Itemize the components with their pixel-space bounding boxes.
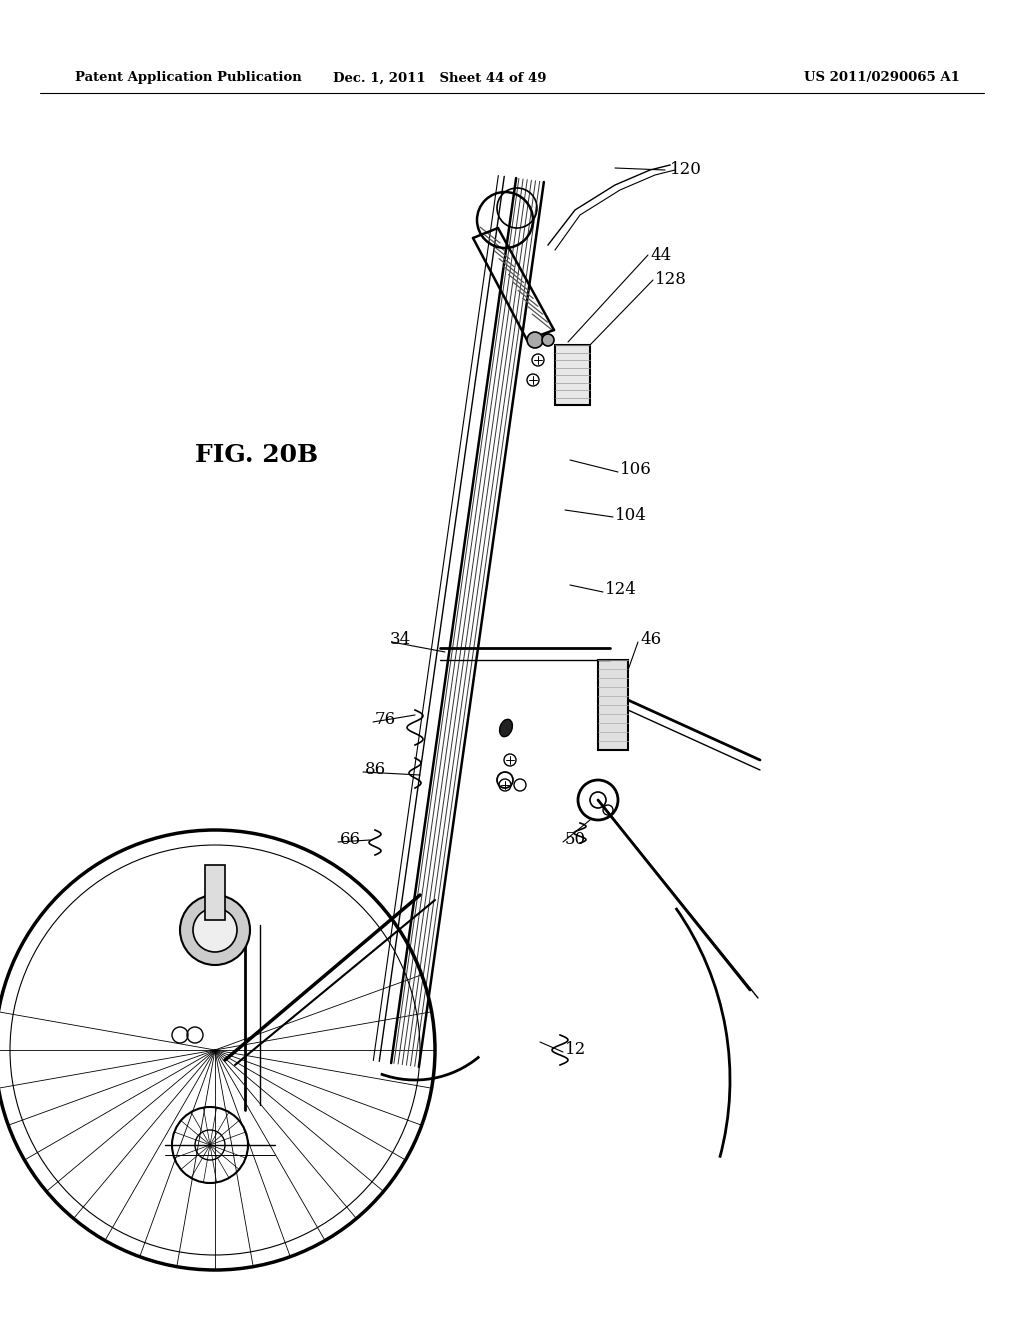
Text: 76: 76 bbox=[375, 711, 396, 729]
Text: 106: 106 bbox=[620, 462, 651, 479]
Circle shape bbox=[527, 333, 543, 348]
Text: 86: 86 bbox=[365, 762, 386, 779]
Circle shape bbox=[542, 334, 554, 346]
Circle shape bbox=[193, 908, 237, 952]
Text: 120: 120 bbox=[670, 161, 701, 178]
Circle shape bbox=[180, 895, 250, 965]
Text: 46: 46 bbox=[640, 631, 662, 648]
Ellipse shape bbox=[500, 719, 512, 737]
Text: FIG. 20B: FIG. 20B bbox=[195, 444, 318, 467]
Text: Patent Application Publication: Patent Application Publication bbox=[75, 71, 302, 84]
Text: 44: 44 bbox=[650, 247, 672, 264]
Text: Dec. 1, 2011   Sheet 44 of 49: Dec. 1, 2011 Sheet 44 of 49 bbox=[333, 71, 547, 84]
FancyBboxPatch shape bbox=[555, 345, 590, 405]
Text: 50: 50 bbox=[565, 832, 586, 849]
Text: 34: 34 bbox=[390, 631, 412, 648]
Text: 128: 128 bbox=[655, 272, 687, 289]
Text: 104: 104 bbox=[615, 507, 647, 524]
FancyBboxPatch shape bbox=[205, 865, 225, 920]
FancyBboxPatch shape bbox=[598, 660, 628, 750]
Text: 12: 12 bbox=[565, 1041, 587, 1059]
Text: US 2011/0290065 A1: US 2011/0290065 A1 bbox=[804, 71, 961, 84]
Text: 124: 124 bbox=[605, 582, 637, 598]
Text: 66: 66 bbox=[340, 832, 361, 849]
